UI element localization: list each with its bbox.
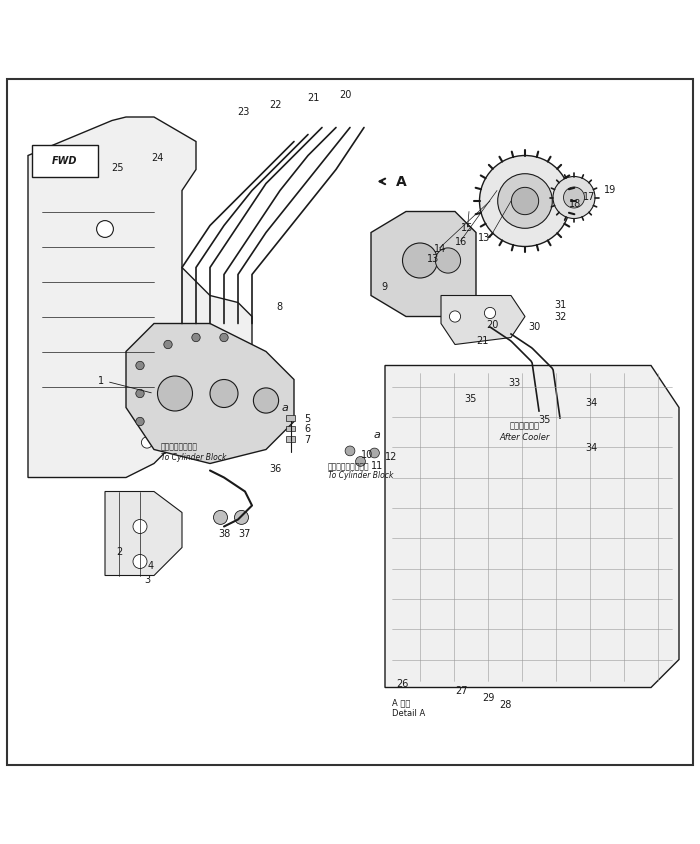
Text: 36: 36 xyxy=(270,463,281,473)
FancyBboxPatch shape xyxy=(32,146,98,177)
Text: A: A xyxy=(395,176,406,189)
Circle shape xyxy=(136,362,144,371)
Bar xyxy=(286,416,295,421)
Text: シリンダブロックへ: シリンダブロックへ xyxy=(328,462,369,471)
Polygon shape xyxy=(385,366,679,688)
Text: 31: 31 xyxy=(554,300,567,310)
Text: シリンダブロック
To Cylinder Block: シリンダブロック To Cylinder Block xyxy=(161,441,226,461)
Text: 4: 4 xyxy=(148,560,153,571)
Text: FWD: FWD xyxy=(52,156,77,166)
Text: 22: 22 xyxy=(269,100,281,111)
Text: 21: 21 xyxy=(476,335,489,345)
Text: 20: 20 xyxy=(339,89,351,100)
Text: 21: 21 xyxy=(307,94,320,103)
Text: 34: 34 xyxy=(585,443,598,453)
Circle shape xyxy=(443,399,453,409)
Text: A 詳細
Detail A: A 詳細 Detail A xyxy=(392,698,426,717)
Text: 26: 26 xyxy=(396,678,409,688)
Text: 33: 33 xyxy=(508,378,521,388)
Polygon shape xyxy=(28,118,252,478)
Circle shape xyxy=(356,457,365,467)
Circle shape xyxy=(192,334,200,343)
Circle shape xyxy=(220,334,228,343)
Circle shape xyxy=(484,308,496,319)
Circle shape xyxy=(164,341,172,349)
Circle shape xyxy=(234,511,248,525)
Text: 9: 9 xyxy=(382,282,388,292)
Text: 10: 10 xyxy=(360,450,372,460)
Circle shape xyxy=(527,414,537,424)
Circle shape xyxy=(214,511,228,525)
Text: 23: 23 xyxy=(237,107,250,117)
Text: 1: 1 xyxy=(98,376,151,393)
Polygon shape xyxy=(105,492,182,576)
Text: 18: 18 xyxy=(569,199,582,208)
Text: 38: 38 xyxy=(218,528,230,538)
Text: 28: 28 xyxy=(499,699,512,709)
Circle shape xyxy=(511,188,539,215)
Circle shape xyxy=(133,520,147,534)
Circle shape xyxy=(253,388,279,414)
Text: アフタクーラ: アフタクーラ xyxy=(510,421,540,430)
Polygon shape xyxy=(371,212,476,317)
Circle shape xyxy=(370,448,379,458)
Text: 25: 25 xyxy=(111,163,124,173)
Circle shape xyxy=(480,156,570,247)
Text: 37: 37 xyxy=(239,528,251,538)
Circle shape xyxy=(498,175,552,229)
Text: 16: 16 xyxy=(454,236,467,246)
Bar xyxy=(286,436,295,442)
Text: 34: 34 xyxy=(585,398,598,408)
Polygon shape xyxy=(441,296,525,345)
Circle shape xyxy=(457,399,467,409)
Circle shape xyxy=(136,390,144,398)
Text: 27: 27 xyxy=(456,684,468,695)
Text: 7: 7 xyxy=(304,435,311,445)
Circle shape xyxy=(553,177,595,219)
Text: 14: 14 xyxy=(433,244,446,253)
Polygon shape xyxy=(504,408,560,440)
Text: a: a xyxy=(281,403,288,413)
Circle shape xyxy=(402,244,438,279)
Circle shape xyxy=(158,376,192,412)
Circle shape xyxy=(97,221,113,238)
Text: 19: 19 xyxy=(604,185,617,195)
Circle shape xyxy=(141,416,153,428)
Text: 11: 11 xyxy=(371,460,384,470)
Text: 24: 24 xyxy=(151,153,164,163)
Text: After Cooler: After Cooler xyxy=(500,433,550,442)
Text: 29: 29 xyxy=(482,692,495,701)
Circle shape xyxy=(435,249,461,273)
Text: 13: 13 xyxy=(478,233,491,243)
Bar xyxy=(286,426,295,432)
Polygon shape xyxy=(126,324,294,464)
Text: 8: 8 xyxy=(276,301,283,311)
Text: 30: 30 xyxy=(528,322,540,331)
Circle shape xyxy=(141,437,153,448)
Text: 15: 15 xyxy=(461,223,474,233)
Circle shape xyxy=(513,414,523,424)
Circle shape xyxy=(210,380,238,408)
Text: 17: 17 xyxy=(583,192,596,202)
Circle shape xyxy=(345,446,355,457)
Text: 35: 35 xyxy=(464,394,477,404)
Circle shape xyxy=(133,555,147,569)
Text: 13: 13 xyxy=(426,254,439,264)
Text: 35: 35 xyxy=(538,415,551,425)
Text: 5: 5 xyxy=(304,414,311,424)
Text: 3: 3 xyxy=(144,574,150,584)
Text: 6: 6 xyxy=(304,424,311,434)
Text: 2: 2 xyxy=(116,546,122,556)
Circle shape xyxy=(141,396,153,407)
Text: 20: 20 xyxy=(486,319,499,329)
Text: 12: 12 xyxy=(385,452,398,462)
Circle shape xyxy=(564,187,584,208)
Polygon shape xyxy=(434,391,490,429)
Circle shape xyxy=(449,311,461,322)
Text: a: a xyxy=(373,430,380,440)
Circle shape xyxy=(136,418,144,426)
Text: To Cylinder Block: To Cylinder Block xyxy=(328,471,393,479)
Text: 32: 32 xyxy=(554,311,567,322)
